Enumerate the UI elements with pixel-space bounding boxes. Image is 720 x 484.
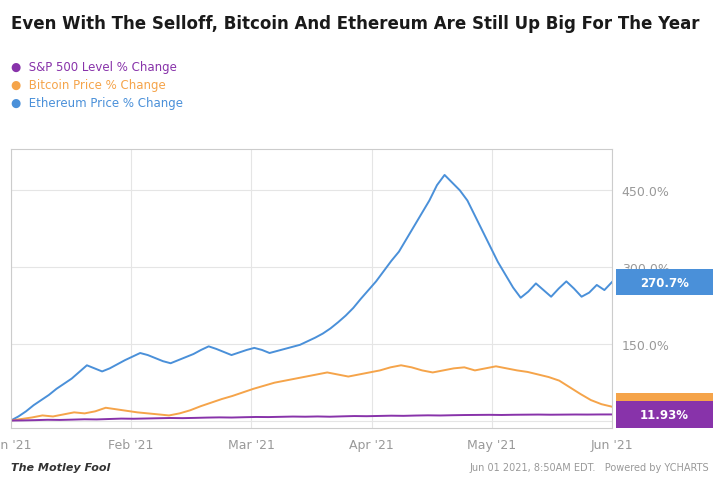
Text: 270.7%: 270.7% [640,276,688,289]
Text: ●  Ethereum Price % Change: ● Ethereum Price % Change [11,97,183,110]
Text: Jun 01 2021, 8:50AM EDT.   Powered by YCHARTS: Jun 01 2021, 8:50AM EDT. Powered by YCHA… [469,462,709,472]
Text: Even With The Selloff, Bitcoin And Ethereum Are Still Up Big For The Year: Even With The Selloff, Bitcoin And Ether… [11,15,699,32]
Text: 27.06%: 27.06% [639,400,689,413]
Text: The Motley Fool: The Motley Fool [11,462,110,472]
Text: ●  Bitcoin Price % Change: ● Bitcoin Price % Change [11,79,166,92]
Text: 11.93%: 11.93% [639,408,689,421]
Text: ●  S&P 500 Level % Change: ● S&P 500 Level % Change [11,60,176,74]
